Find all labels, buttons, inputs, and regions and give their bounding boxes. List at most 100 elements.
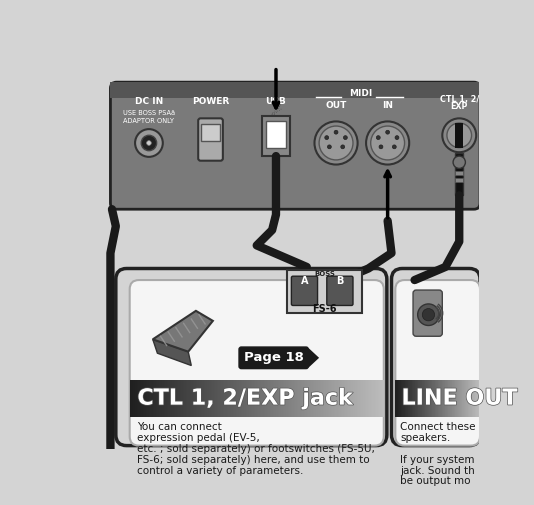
Bar [437, 380, 438, 417]
Text: CTL 1, 2/: CTL 1, 2/ [439, 94, 479, 104]
Bar [478, 380, 480, 417]
Bar [350, 380, 351, 417]
Bar [197, 380, 198, 417]
Bar [474, 380, 475, 417]
Bar [360, 380, 362, 417]
Circle shape [334, 130, 338, 134]
Polygon shape [308, 348, 319, 368]
Bar [190, 380, 191, 417]
Bar [375, 380, 376, 417]
Text: A: A [301, 276, 308, 286]
Text: IN: IN [382, 101, 393, 110]
Bar [367, 380, 368, 417]
Bar [288, 380, 289, 417]
Bar [438, 380, 439, 417]
Bar [233, 380, 234, 417]
Circle shape [386, 130, 390, 134]
Bar [376, 380, 377, 417]
Bar [352, 380, 353, 417]
Bar [471, 380, 472, 417]
Bar [413, 380, 414, 417]
Bar [374, 380, 375, 417]
Text: be output mo: be output mo [400, 476, 470, 486]
Text: POWER: POWER [192, 97, 229, 106]
Bar [439, 380, 440, 417]
Bar [301, 380, 302, 417]
Bar [303, 380, 304, 417]
Bar [445, 380, 446, 417]
FancyBboxPatch shape [130, 280, 384, 445]
Bar [289, 380, 290, 417]
Bar [253, 380, 254, 417]
Bar [377, 380, 378, 417]
Bar [467, 380, 468, 417]
Bar [196, 380, 197, 417]
Bar [329, 380, 330, 417]
Bar [398, 380, 399, 417]
Bar [428, 380, 429, 417]
Text: BOSS: BOSS [314, 271, 335, 277]
Bar [333, 380, 334, 417]
Bar [475, 380, 476, 417]
Bar [279, 380, 280, 417]
Bar [147, 380, 148, 417]
Bar [358, 380, 359, 417]
Bar [234, 380, 235, 417]
Circle shape [392, 145, 396, 149]
Bar [168, 380, 169, 417]
Bar [203, 380, 205, 417]
Bar [296, 380, 297, 417]
Bar [456, 153, 463, 195]
Bar [216, 380, 217, 417]
Text: Connect these: Connect these [400, 423, 475, 432]
Bar [135, 380, 136, 417]
Bar [222, 380, 223, 417]
Circle shape [442, 118, 476, 152]
Bar [237, 380, 238, 417]
Bar [218, 380, 219, 417]
Bar [436, 380, 437, 417]
Bar [169, 380, 170, 417]
Bar [287, 380, 288, 417]
Bar [305, 380, 306, 417]
Bar [294, 380, 295, 417]
Bar [369, 380, 370, 417]
Bar [456, 123, 463, 147]
Bar [163, 380, 164, 417]
Bar [461, 380, 462, 417]
Bar [365, 380, 366, 417]
Bar [383, 380, 384, 417]
Bar [295, 380, 296, 417]
Bar [313, 380, 315, 417]
Bar [261, 380, 262, 417]
Bar [269, 380, 270, 417]
Bar [275, 380, 276, 417]
Bar [284, 380, 285, 417]
Bar [418, 380, 419, 417]
Bar [458, 380, 459, 417]
Circle shape [327, 145, 331, 149]
Bar [373, 380, 374, 417]
Bar [452, 380, 453, 417]
Bar [238, 380, 239, 417]
Bar [195, 380, 196, 417]
Bar [346, 380, 347, 417]
Bar [158, 380, 159, 417]
Bar [192, 380, 193, 417]
Bar [328, 380, 329, 417]
Bar [433, 380, 434, 417]
Bar [464, 380, 465, 417]
Bar [137, 380, 138, 417]
Bar [183, 380, 184, 417]
Bar [332, 380, 333, 417]
Bar [417, 380, 418, 417]
FancyBboxPatch shape [395, 280, 480, 445]
Bar [325, 380, 326, 417]
Bar [111, 82, 480, 97]
Bar [442, 380, 443, 417]
Bar [171, 380, 172, 417]
Text: You can connect: You can connect [137, 423, 222, 432]
Bar [181, 380, 182, 417]
Bar [247, 380, 248, 417]
Bar [326, 380, 327, 417]
